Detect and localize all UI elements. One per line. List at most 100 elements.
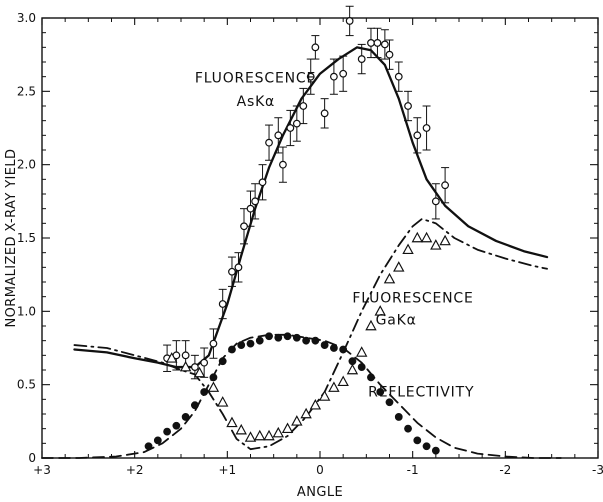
data-point-ask-data [200,358,209,367]
x-tick-label: +1 [218,463,236,477]
data-point-reflectivity-data [311,336,320,345]
y-tick-label: 3.0 [17,11,36,25]
data-point-reflectivity-data [367,373,375,382]
data-point-ask-data [380,40,389,49]
data-point-ask-data [330,72,338,81]
data-point-ask-data [441,181,450,190]
data-point-reflectivity-data [320,341,329,349]
data-point-reflectivity-data [431,446,440,455]
data-point-reflectivity-data [265,332,273,341]
data-point-ask-data [345,17,354,25]
x-tick-label: +3 [33,463,51,477]
data-point-gak-data [346,363,359,375]
x-tick-label: -1 [407,463,419,477]
data-point-reflectivity-data [237,341,246,349]
data-point-ask-data [320,109,329,118]
annotation-gak: GaKα [376,313,417,329]
data-point-reflectivity-data [255,336,264,345]
data-point-gak-data [193,366,206,378]
data-point-gak-data [402,243,414,255]
data-point-gak-data [430,239,442,250]
data-point-ask-data [246,204,255,213]
x-tick-label: +2 [126,463,144,477]
data-point-gak-data [411,231,424,243]
data-point-gak-data [179,360,192,372]
axes-layer [41,17,599,459]
data-point-reflectivity-data [292,333,301,342]
data-point-ask-data [234,263,243,272]
data-point-reflectivity-data [394,413,403,421]
data-point-ask-data [274,131,283,140]
data-point-gak-data [263,429,275,441]
data-point-reflectivity-data [200,388,209,396]
data-point-reflectivity-data [348,357,357,366]
annotation-fluorescence: FLUORESCENCE [352,291,473,307]
data-point-ask-data [279,160,287,169]
y-tick-label: 2.5 [17,84,36,98]
data-point-ask-data [306,72,315,81]
data-point-reflectivity-data [413,436,422,445]
data-point-gak-data [337,375,349,387]
data-point-reflectivity-data [190,401,199,410]
data-point-gak-data [272,426,285,438]
data-point-ask-data [258,178,267,187]
data-point-gak-data [365,319,377,331]
data-point-reflectivity-data [209,373,218,382]
data-point-ask-data [367,39,375,47]
x-axis-label: ANGLE [297,485,343,500]
data-point-ask-data [385,50,394,59]
data-point-ask-data [422,124,431,132]
data-point-reflectivity-data [228,345,236,354]
data-point-ask-data [299,102,308,110]
data-point-gak-data [393,261,405,272]
data-point-gak-data [235,423,247,435]
data-point-reflectivity-data [357,363,366,371]
data-point-gak-data [355,346,368,357]
y-tick-label: 0.5 [17,378,36,392]
data-point-reflectivity-data [144,442,153,451]
y-tick-label: 2.0 [17,158,36,172]
data-point-ask-data [339,69,348,78]
data-point-gak-data [244,431,257,442]
labels-layer: +3 +2 +1 0 -1 -2 -3 0 0.5 1.0 1.5 2.0 2.5 3.0 ANGLE NOR… [4,11,603,500]
data-point-ask-data [373,39,382,47]
data-point-gak-data [300,407,312,419]
annotation-ask: AsKα [237,94,275,110]
annotation-reflectivity: REFLECTIVITY [368,384,474,400]
data-point-ask-data [404,102,412,110]
annotation-fluorescence: FLUORESCENCE [195,71,316,87]
points-layer [144,17,451,455]
data-point-ask-data [251,197,260,206]
y-tick-label: 1.5 [17,231,36,245]
data-point-ask-data [218,300,227,308]
data-point-gak-data [439,234,451,246]
data-point-gak-data [318,390,331,401]
data-point-reflectivity-data [385,398,394,407]
data-point-ask-data [292,119,301,128]
data-point-gak-data [207,381,220,392]
data-point-gak-data [383,272,396,284]
data-point-ask-data [357,55,366,63]
data-point-gak-data [309,398,322,410]
plot-frame [41,17,599,459]
data-point-gak-data [166,352,178,363]
data-point-gak-data [216,396,229,407]
x-tick-label: 0 [316,463,324,477]
data-point-reflectivity-data [246,339,255,348]
data-point-ask-data [431,197,440,206]
data-point-gak-data [291,415,303,426]
data-point-ask-data [190,363,199,371]
data-point-reflectivity-data [339,345,348,354]
data-point-ask-data [394,72,403,81]
series-line-fluorescence-gak [73,218,548,451]
data-point-reflectivity-data [153,436,162,445]
data-point-ask-data [181,351,190,360]
series-line-fluorescence-ask [73,46,549,369]
data-point-ask-data [228,267,236,276]
data-point-reflectivity-data [163,427,171,436]
data-point-ask-data [311,43,320,52]
data-point-reflectivity-data [422,442,431,451]
data-point-ask-data [286,124,295,132]
data-point-reflectivity-data [329,344,338,352]
